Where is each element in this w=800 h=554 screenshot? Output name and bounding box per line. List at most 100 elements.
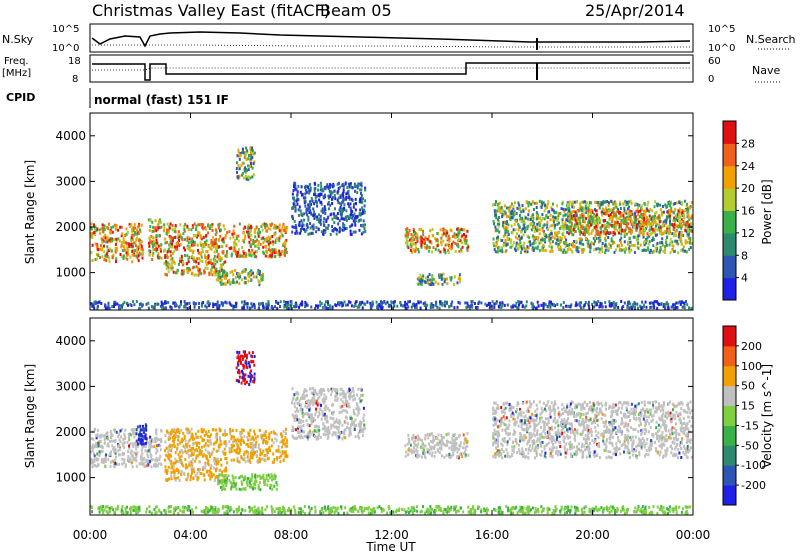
heatmap-cell: [581, 209, 584, 213]
heatmap-cell: [159, 247, 162, 251]
heatmap-cell: [226, 249, 228, 253]
heatmap-cell: [681, 202, 684, 206]
heatmap-cell: [299, 190, 302, 194]
heatmap-cell: [108, 230, 111, 234]
heatmap-cell: [196, 257, 199, 261]
heatmap-cell: [305, 303, 308, 307]
heatmap-cell: [349, 229, 352, 233]
heatmap-cell: [216, 432, 219, 436]
heatmap-cell: [203, 478, 206, 482]
heatmap-cell: [144, 449, 147, 453]
heatmap-cell: [228, 230, 231, 234]
heatmap-cell: [658, 216, 661, 220]
heatmap-cell: [340, 207, 343, 211]
heatmap-cell: [184, 302, 187, 306]
heatmap-cell: [669, 221, 672, 225]
heatmap-cell: [135, 447, 138, 451]
heatmap-cell: [138, 251, 141, 255]
heatmap-cell: [683, 214, 685, 218]
heatmap-cell: [639, 223, 642, 226]
heatmap-cell: [244, 268, 247, 272]
heatmap-cell: [674, 218, 676, 222]
heatmap-cell: [292, 189, 295, 193]
heatmap-cell: [269, 224, 272, 228]
heatmap-cell: [457, 227, 460, 231]
heatmap-cell: [537, 304, 540, 308]
nsky-tick-top: 10^5: [52, 24, 79, 35]
heatmap-cell: [170, 235, 173, 239]
heatmap-cell: [630, 201, 633, 205]
heatmap-cell: [349, 225, 352, 229]
heatmap-cell: [412, 247, 415, 251]
heatmap-cell: [648, 218, 651, 221]
heatmap-cell: [249, 164, 251, 168]
heatmap-cell: [237, 254, 240, 258]
heatmap-cell: [114, 250, 117, 254]
heatmap-cell: [308, 206, 311, 210]
heatmap-cell: [174, 451, 177, 455]
heatmap-cell: [193, 305, 196, 309]
heatmap-cell: [546, 215, 549, 219]
heatmap-cell: [553, 218, 556, 222]
heatmap-cell: [216, 462, 219, 466]
heatmap-cell: [357, 219, 360, 223]
heatmap-cell: [623, 232, 626, 236]
heatmap-cell: [197, 429, 200, 433]
heatmap-cell: [405, 228, 408, 232]
heatmap-cell: [122, 245, 125, 249]
heatmap-cell: [216, 307, 219, 310]
heatmap-cell: [96, 301, 99, 305]
heatmap-cell: [517, 201, 520, 205]
heatmap-cell: [687, 220, 689, 224]
heatmap-cell: [643, 248, 646, 252]
heatmap-cell: [205, 250, 208, 253]
heatmap-cell: [337, 186, 340, 190]
heatmap-cell: [319, 181, 322, 185]
heatmap-cell: [650, 232, 653, 236]
heatmap-cell: [575, 214, 578, 218]
heatmap-cell: [230, 246, 233, 250]
heatmap-cell: [419, 306, 422, 310]
heatmap-cell: [210, 244, 213, 248]
heatmap-cell: [588, 204, 591, 207]
heatmap-cell: [207, 459, 210, 463]
heatmap-cell: [502, 234, 505, 238]
heatmap-cell: [444, 229, 447, 232]
heatmap-cell: [333, 216, 336, 219]
heatmap-cell: [624, 216, 627, 220]
heatmap-cell: [176, 245, 179, 249]
heatmap-cell: [170, 462, 173, 466]
heatmap-cell: [358, 213, 361, 217]
heatmap-cell: [180, 449, 183, 452]
heatmap-cell: [331, 225, 334, 228]
heatmap-cell: [581, 224, 584, 228]
heatmap-cell: [587, 239, 590, 243]
heatmap-cell: [247, 178, 250, 182]
heatmap-cell: [564, 245, 567, 249]
heatmap-cell: [427, 238, 430, 242]
heatmap-cell: [457, 229, 460, 233]
heatmap-cell: [203, 244, 206, 248]
heatmap-cell: [575, 200, 578, 204]
heatmap-cell: [631, 212, 634, 216]
heatmap-cell: [637, 306, 639, 310]
heatmap-cell: [186, 244, 189, 248]
heatmap-cell: [90, 227, 93, 231]
heatmap-cell: [400, 303, 402, 307]
heatmap-cell: [593, 248, 596, 252]
heatmap-cell: [329, 183, 331, 187]
heatmap-cell: [565, 227, 568, 231]
heatmap-cell: [613, 241, 616, 244]
heatmap-cell: [571, 233, 574, 237]
heatmap-cell: [314, 186, 317, 190]
heatmap-cell: [509, 241, 512, 245]
heatmap-cell: [328, 189, 331, 193]
heatmap-cell: [274, 241, 277, 244]
heatmap-cell: [574, 230, 577, 233]
heatmap-cell: [679, 222, 682, 226]
heatmap-cell: [607, 214, 610, 218]
heatmap-cell: [580, 225, 583, 228]
heatmap-cell: [628, 209, 631, 213]
heatmap-cell: [158, 255, 161, 259]
